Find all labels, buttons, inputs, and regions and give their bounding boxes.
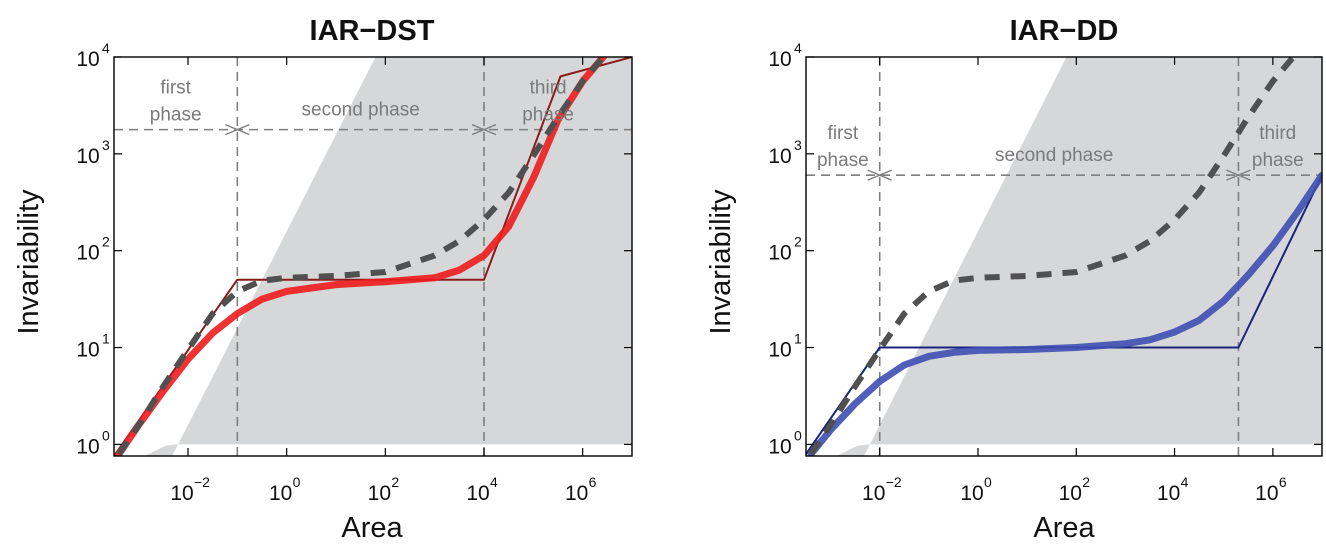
y-tick-label-base: 10	[76, 145, 99, 168]
y-tick-label-exp: 4	[102, 40, 110, 56]
y-tick-label-exp: 1	[794, 331, 802, 347]
y-tick-label-base: 10	[76, 339, 99, 362]
x-tick-label-base: 10	[1157, 482, 1180, 505]
x-tick-label-exp: 6	[1279, 474, 1287, 490]
x-tick-label-base: 10	[960, 482, 983, 505]
series-dashed-curve	[116, 57, 608, 456]
y-tick-label-exp: 2	[794, 234, 802, 250]
y-tick-label-base: 10	[768, 48, 791, 71]
y-tick-label-exp: 0	[102, 427, 110, 443]
phase-arrowhead	[867, 169, 892, 181]
y-tick-label-exp: 1	[102, 331, 110, 347]
series-dashed-curve	[808, 57, 1298, 456]
y-tick-label-base: 10	[76, 48, 99, 71]
series-thick-curve	[807, 171, 1322, 456]
y-tick-label-exp: 0	[794, 427, 802, 443]
x-tick-label-exp: −2	[194, 474, 210, 490]
axes-frame	[805, 56, 1323, 457]
x-tick-label-base: 10	[368, 482, 391, 505]
series-thick-curve	[115, 57, 608, 456]
y-tick-label-base: 10	[768, 435, 791, 458]
x-tick-label-base: 10	[269, 482, 292, 505]
phase-label: first	[828, 123, 859, 144]
phase-label: phase	[817, 150, 869, 171]
x-axis-label: Area	[1033, 512, 1095, 544]
y-tick-label-base: 10	[76, 242, 99, 265]
phase-label: second phase	[995, 145, 1113, 166]
y-tick-label-exp: 3	[102, 137, 110, 153]
feasible-region	[806, 57, 1322, 456]
x-axis-label: Area	[341, 512, 403, 544]
plot-inner	[806, 57, 1322, 456]
phase-arrowhead	[1226, 169, 1251, 181]
x-tick-label-exp: 0	[984, 474, 992, 490]
y-tick-label-base: 10	[768, 145, 791, 168]
y-tick-label-exp: 3	[794, 137, 802, 153]
x-tick-label-exp: 2	[391, 474, 399, 490]
y-tick-label-exp: 4	[794, 40, 802, 56]
phase-arrowhead	[225, 123, 250, 136]
axes-frame	[113, 56, 633, 457]
phase-arrowhead	[471, 123, 497, 136]
chart-title: IAR−DD	[1010, 15, 1119, 47]
phase-label: phase	[1252, 150, 1304, 171]
phase-label: third	[530, 78, 567, 99]
x-tick-label-base: 10	[170, 482, 193, 505]
phase-label: second phase	[302, 100, 420, 121]
phase-label: first	[160, 78, 191, 99]
x-tick-label-exp: 6	[589, 474, 597, 490]
phase-label: phase	[522, 105, 574, 126]
x-tick-label-exp: 0	[293, 474, 301, 490]
x-tick-label-base: 10	[1059, 482, 1082, 505]
y-axis-label: Invariability	[705, 189, 737, 335]
y-tick-label-exp: 2	[102, 234, 110, 250]
y-axis-label: Invariability	[13, 189, 45, 335]
x-tick-label-exp: −2	[886, 474, 902, 490]
y-tick-label-base: 10	[76, 435, 99, 458]
x-tick-label-exp: 2	[1082, 474, 1090, 490]
x-tick-label-base: 10	[466, 482, 489, 505]
phase-label: third	[1259, 123, 1296, 144]
chart-title: IAR−DST	[310, 15, 435, 47]
x-tick-label-base: 10	[1255, 482, 1278, 505]
x-tick-label-base: 10	[565, 482, 588, 505]
y-tick-label-base: 10	[768, 242, 791, 265]
phase-label: phase	[150, 105, 202, 126]
x-tick-label-base: 10	[862, 482, 885, 505]
y-tick-label-base: 10	[768, 339, 791, 362]
x-tick-label-exp: 4	[1181, 474, 1189, 490]
x-tick-label-exp: 4	[490, 474, 498, 490]
plot-inner	[114, 57, 632, 456]
feasible-region	[114, 57, 632, 456]
